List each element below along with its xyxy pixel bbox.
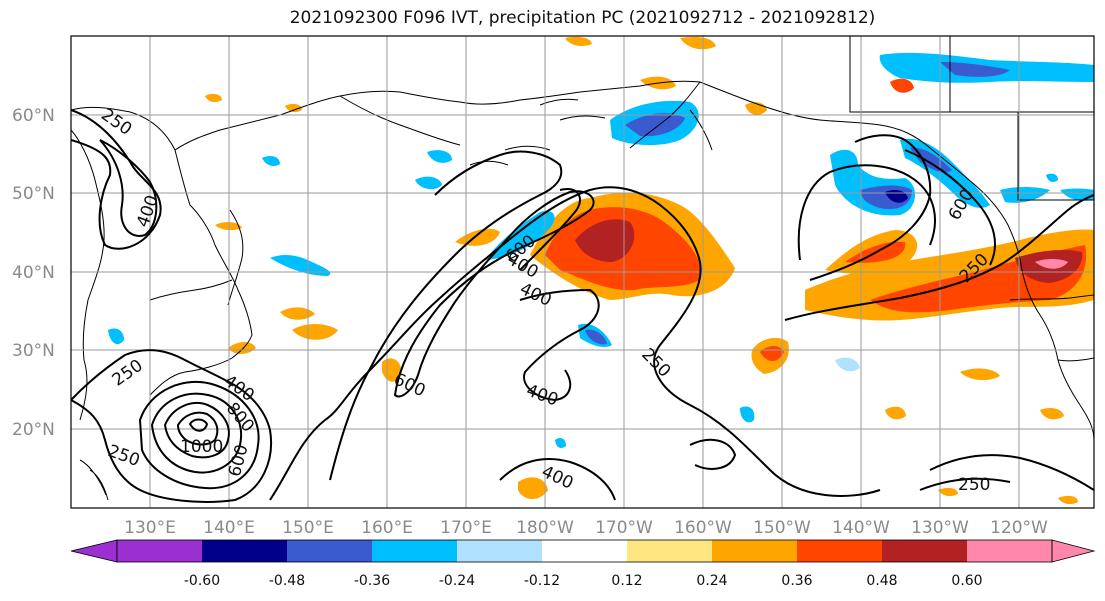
lon-label: 120°W bbox=[990, 518, 1048, 538]
lon-label: 130°E bbox=[124, 518, 176, 538]
latitude-labels: 60°N 50°N 40°N 30°N 20°N bbox=[12, 106, 55, 440]
lon-label: 160°E bbox=[361, 518, 413, 538]
lon-label: 150°E bbox=[282, 518, 334, 538]
lat-label: 30°N bbox=[12, 341, 55, 361]
colorbar-segment bbox=[117, 540, 202, 562]
colorbar-segment bbox=[372, 540, 457, 562]
colorbar-extend-right bbox=[1051, 539, 1096, 563]
map-frame bbox=[70, 35, 1095, 509]
colorbar-label: 0.12 bbox=[611, 573, 642, 589]
colorbar-segment bbox=[967, 540, 1052, 562]
map-title: 2021092300 F096 IVT, precipitation PC (2… bbox=[289, 8, 876, 28]
ivt-contours bbox=[71, 109, 1094, 503]
colorbar-extend-left bbox=[70, 539, 118, 563]
lon-label: 170°E bbox=[440, 518, 492, 538]
graticule bbox=[71, 36, 1094, 508]
longitude-labels: 130°E 140°E 150°E 160°E 170°E 180°W 170°… bbox=[124, 518, 1048, 538]
lon-label: 170°W bbox=[595, 518, 653, 538]
colorbar-label: -0.60 bbox=[184, 573, 220, 589]
colorbar-segment bbox=[457, 540, 542, 562]
colorbar-segment bbox=[542, 540, 627, 562]
colorbar-label: -0.12 bbox=[524, 573, 560, 589]
colorbar-segment bbox=[287, 540, 372, 562]
colorbar-segment bbox=[627, 540, 712, 562]
lat-label: 40°N bbox=[12, 263, 55, 283]
lon-label: 160°W bbox=[674, 518, 732, 538]
colorbar-segment bbox=[797, 540, 882, 562]
lon-label: 140°W bbox=[832, 518, 890, 538]
contour-label: 1000 bbox=[180, 437, 223, 457]
lon-label: 150°W bbox=[753, 518, 811, 538]
colorbar-label: -0.48 bbox=[269, 573, 305, 589]
colorbar-labels: -0.60 -0.48 -0.36 -0.24 -0.12 0.12 0.24 … bbox=[184, 573, 983, 589]
colorbar-label: 0.48 bbox=[866, 573, 897, 589]
colorbar bbox=[70, 539, 1096, 563]
lat-label: 50°N bbox=[12, 184, 55, 204]
colorbar-label: -0.24 bbox=[439, 573, 475, 589]
contour-label: 250 bbox=[958, 475, 990, 495]
colorbar-segment bbox=[882, 540, 967, 562]
map-content: 250 400 250 400 800 1000 600 250 400 600… bbox=[71, 36, 1094, 508]
lon-label: 180°W bbox=[516, 518, 574, 538]
colorbar-label: -0.36 bbox=[354, 573, 390, 589]
colorbar-segment bbox=[712, 540, 797, 562]
colorbar-label: 0.24 bbox=[696, 573, 727, 589]
coastlines bbox=[71, 36, 1094, 501]
lon-label: 140°E bbox=[203, 518, 255, 538]
colorbar-label: 0.36 bbox=[781, 573, 812, 589]
lat-label: 60°N bbox=[12, 106, 55, 126]
lon-label: 130°W bbox=[911, 518, 969, 538]
colorbar-label: 0.60 bbox=[951, 573, 982, 589]
colorbar-segment bbox=[202, 540, 287, 562]
precip-positive-shading bbox=[205, 36, 1094, 505]
lat-label: 20°N bbox=[12, 420, 55, 440]
